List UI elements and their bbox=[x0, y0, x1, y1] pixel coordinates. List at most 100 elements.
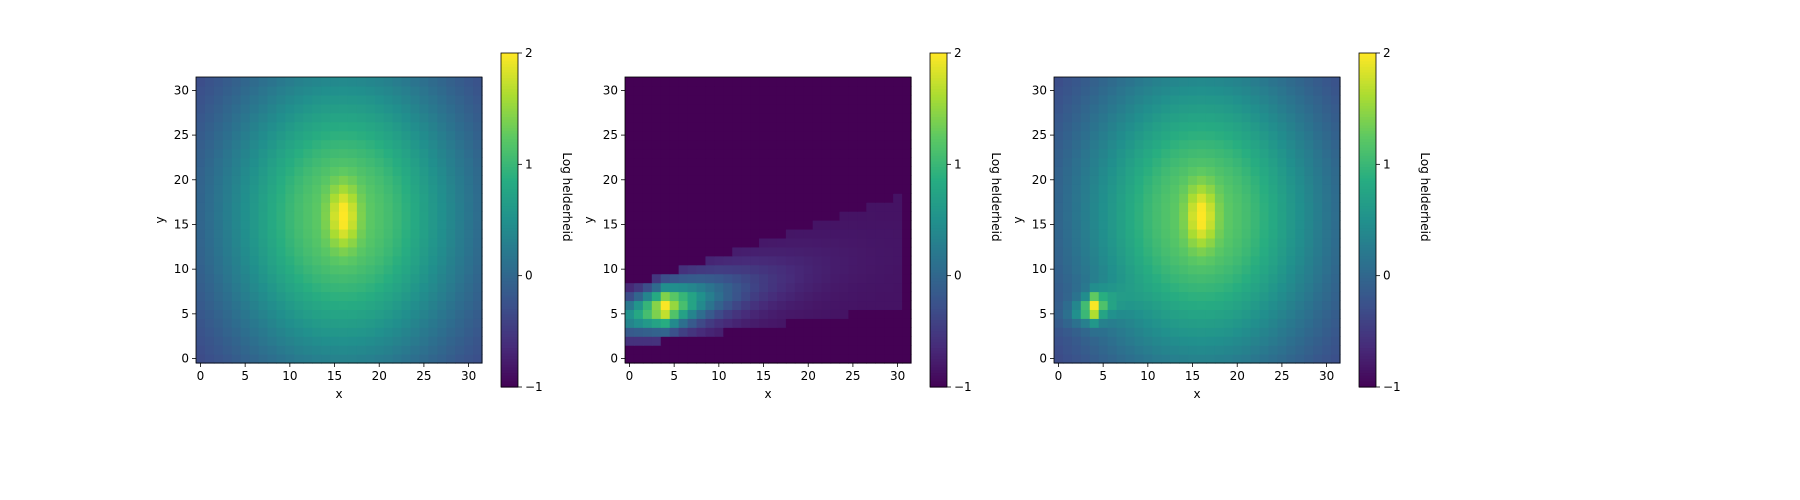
colorbar-segment bbox=[1359, 292, 1376, 296]
heatmap-cell bbox=[848, 291, 858, 302]
heatmap-cell bbox=[625, 193, 635, 203]
heatmap-cell bbox=[1188, 327, 1198, 337]
heatmap-cell bbox=[1259, 345, 1270, 355]
colorbar-segment bbox=[501, 214, 518, 218]
heatmap-cell bbox=[1259, 336, 1270, 346]
heatmap-cell bbox=[803, 148, 814, 159]
heatmap-cell bbox=[1277, 175, 1287, 185]
heatmap-cell bbox=[875, 255, 885, 266]
heatmap-cell bbox=[240, 220, 251, 230]
heatmap-cell bbox=[785, 264, 796, 275]
heatmap-cell bbox=[231, 309, 242, 319]
heatmap-cell bbox=[902, 264, 912, 275]
heatmap-cell bbox=[1080, 94, 1091, 105]
heatmap-cell bbox=[258, 139, 269, 150]
colorbar-segment bbox=[501, 217, 518, 221]
heatmap-cell bbox=[1080, 354, 1091, 364]
heatmap-cell bbox=[893, 157, 903, 167]
heatmap-cell bbox=[1161, 175, 1171, 185]
heatmap-cell bbox=[759, 166, 769, 176]
heatmap-cell bbox=[803, 246, 814, 257]
heatmap-cell bbox=[1107, 112, 1118, 123]
heatmap-cell bbox=[204, 291, 215, 302]
heatmap-cell bbox=[830, 345, 841, 355]
heatmap-cell bbox=[1197, 94, 1207, 105]
heatmap-cell bbox=[1322, 184, 1332, 194]
heatmap-cell bbox=[1232, 112, 1243, 123]
heatmap-cell bbox=[267, 264, 278, 275]
heatmap-cell bbox=[1107, 211, 1118, 221]
heatmap-cell bbox=[839, 273, 850, 284]
colorbar-segment bbox=[1359, 328, 1376, 332]
heatmap-cell bbox=[437, 220, 447, 230]
heatmap-cell bbox=[446, 211, 456, 221]
heatmap-cell bbox=[839, 193, 850, 203]
heatmap-cell bbox=[1089, 130, 1100, 141]
heatmap-cell bbox=[839, 148, 850, 159]
heatmap-cell bbox=[1205, 94, 1216, 105]
colorbar-segment bbox=[1359, 133, 1376, 138]
heatmap-cell bbox=[1098, 139, 1109, 150]
colorbar-segment bbox=[930, 119, 947, 124]
colorbar-segment bbox=[501, 117, 518, 121]
x-tick-label: 5 bbox=[670, 369, 678, 383]
colorbar-segment bbox=[501, 336, 518, 341]
heatmap-cell bbox=[812, 255, 823, 266]
heatmap-cell bbox=[383, 157, 394, 167]
heatmap-cell bbox=[1089, 246, 1100, 257]
heatmap-cell bbox=[428, 220, 438, 230]
heatmap-cell bbox=[1161, 327, 1171, 337]
heatmap-cell bbox=[258, 228, 269, 239]
heatmap-cell bbox=[437, 282, 447, 293]
heatmap-cell bbox=[347, 121, 358, 132]
heatmap-cell bbox=[759, 193, 769, 203]
heatmap-cell bbox=[473, 309, 483, 319]
heatmap-cell bbox=[1143, 273, 1153, 284]
heatmap-cell bbox=[1179, 112, 1189, 123]
heatmap-cell bbox=[196, 220, 206, 230]
heatmap-cell bbox=[410, 255, 421, 266]
heatmap-cell bbox=[1268, 193, 1279, 203]
heatmap-cell bbox=[312, 157, 322, 167]
heatmap-cell bbox=[1268, 246, 1279, 257]
heatmap-cell bbox=[204, 327, 215, 337]
heatmap-cell bbox=[1161, 85, 1171, 96]
heatmap-cell bbox=[1241, 300, 1252, 310]
heatmap-cell bbox=[893, 211, 903, 221]
heatmap-cell bbox=[803, 112, 814, 123]
heatmap-cell bbox=[625, 336, 635, 346]
heatmap-cell bbox=[866, 327, 876, 337]
heatmap-cell bbox=[1107, 264, 1118, 275]
heatmap-cell bbox=[1295, 211, 1305, 221]
heatmap-cell bbox=[651, 103, 662, 114]
heatmap-cell bbox=[839, 175, 850, 185]
heatmap-cell bbox=[1071, 309, 1082, 319]
heatmap-cell bbox=[240, 184, 251, 194]
colorbar-segment bbox=[930, 225, 947, 229]
heatmap-cell bbox=[848, 166, 858, 176]
heatmap-cell bbox=[437, 157, 447, 167]
heatmap-cell bbox=[1107, 327, 1118, 337]
heatmap-cell bbox=[651, 85, 662, 96]
heatmap-cell bbox=[875, 193, 885, 203]
heatmap-cell bbox=[1286, 318, 1296, 328]
heatmap-cell bbox=[669, 184, 680, 194]
heatmap-cell bbox=[1161, 273, 1171, 284]
heatmap-cell bbox=[1214, 130, 1225, 141]
heatmap-cell bbox=[1313, 318, 1323, 328]
heatmap-cell bbox=[356, 220, 367, 230]
heatmap-cell bbox=[222, 202, 233, 212]
heatmap-cell bbox=[1170, 354, 1180, 364]
heatmap-cell bbox=[1116, 354, 1127, 364]
heatmap-cell bbox=[347, 228, 358, 239]
heatmap-cell bbox=[839, 336, 850, 346]
heatmap-cell bbox=[347, 166, 358, 176]
heatmap-cell bbox=[1250, 184, 1261, 194]
colorbar-segment bbox=[501, 183, 518, 188]
heatmap-cell bbox=[732, 300, 742, 310]
x-tick-label: 15 bbox=[327, 369, 342, 383]
colorbar-segment bbox=[930, 72, 947, 76]
heatmap-cell bbox=[213, 264, 224, 275]
heatmap-cell bbox=[902, 336, 912, 346]
heatmap-cell bbox=[1143, 237, 1153, 248]
